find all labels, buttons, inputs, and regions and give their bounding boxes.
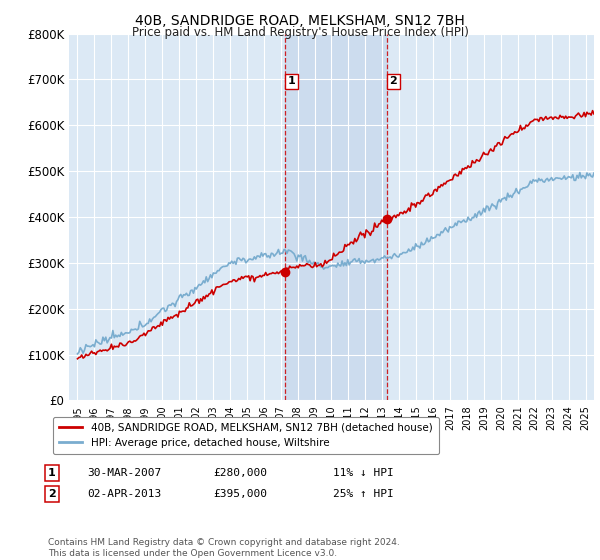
Bar <box>285 34 386 400</box>
Text: 25% ↑ HPI: 25% ↑ HPI <box>333 489 394 499</box>
Text: 2: 2 <box>389 76 397 86</box>
Text: 30-MAR-2007: 30-MAR-2007 <box>87 468 161 478</box>
Text: £395,000: £395,000 <box>213 489 267 499</box>
Text: Price paid vs. HM Land Registry's House Price Index (HPI): Price paid vs. HM Land Registry's House … <box>131 26 469 39</box>
Legend: 40B, SANDRIDGE ROAD, MELKSHAM, SN12 7BH (detached house), HPI: Average price, de: 40B, SANDRIDGE ROAD, MELKSHAM, SN12 7BH … <box>53 417 439 454</box>
Text: 1: 1 <box>48 468 56 478</box>
Text: 02-APR-2013: 02-APR-2013 <box>87 489 161 499</box>
Text: 1: 1 <box>288 76 296 86</box>
Text: 11% ↓ HPI: 11% ↓ HPI <box>333 468 394 478</box>
Text: Contains HM Land Registry data © Crown copyright and database right 2024.
This d: Contains HM Land Registry data © Crown c… <box>48 538 400 558</box>
Text: 2: 2 <box>48 489 56 499</box>
Text: 40B, SANDRIDGE ROAD, MELKSHAM, SN12 7BH: 40B, SANDRIDGE ROAD, MELKSHAM, SN12 7BH <box>135 14 465 28</box>
Text: £280,000: £280,000 <box>213 468 267 478</box>
